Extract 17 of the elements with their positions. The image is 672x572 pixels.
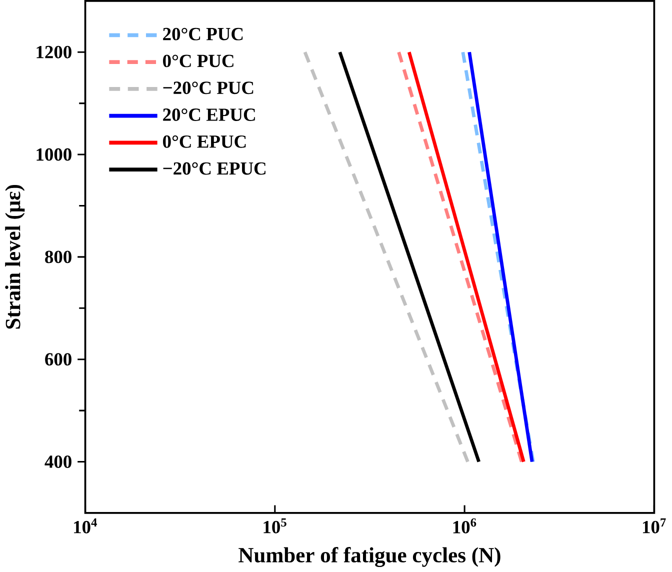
y-tick-label: 400	[44, 455, 72, 468]
x-tick-label: 10$^{6}$	[453, 518, 476, 534]
legend-label: −20°C PUC	[163, 82, 254, 94]
y-axis-title: Strain level (με)	[5, 184, 25, 329]
y-tick-label: 800	[45, 250, 72, 264]
x-tick-label: 10$^{7}$	[642, 518, 666, 534]
legend-label: 0°C PUC	[163, 54, 234, 68]
y-tick-label: 1000	[36, 148, 72, 161]
legend-label: −20°C EPUC	[163, 162, 266, 175]
legend-label: 0°C EPUC	[163, 135, 246, 148]
legend-label: 20°C EPUC	[163, 108, 255, 121]
x-tick-label: 10$^{4}$	[74, 518, 97, 534]
x-tick-label: 10$^{5}$	[264, 518, 286, 534]
x-axis-title: Number of fatigue cycles (N)	[238, 546, 500, 567]
y-tick-label: 600	[45, 353, 72, 366]
legend-label: 20°C PUC	[163, 28, 243, 40]
y-tick-label: 1200	[36, 46, 72, 58]
